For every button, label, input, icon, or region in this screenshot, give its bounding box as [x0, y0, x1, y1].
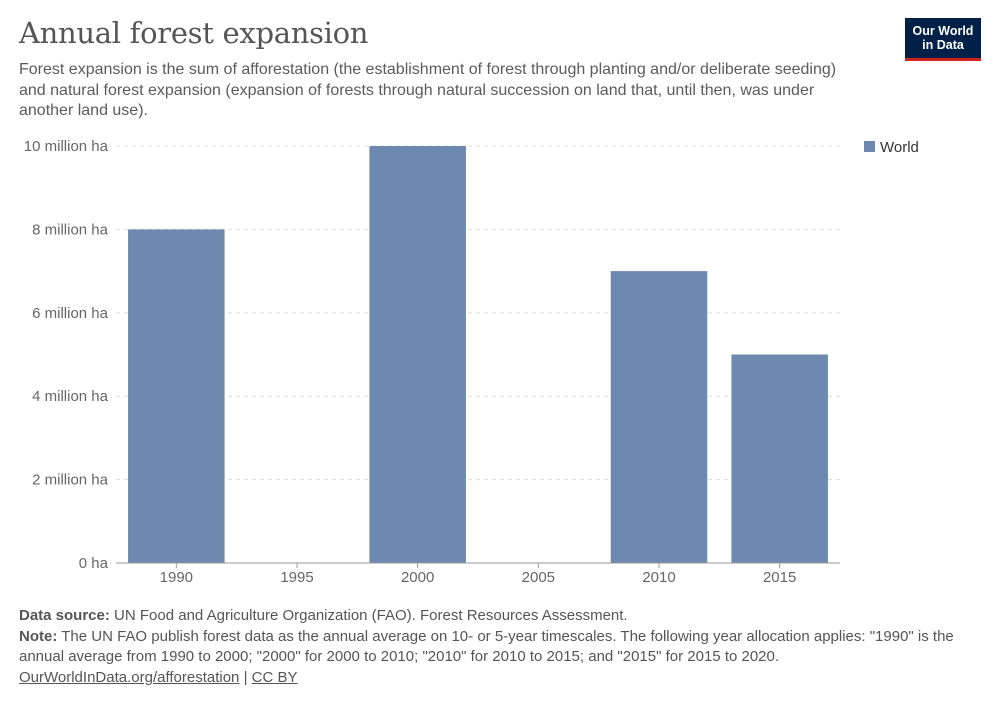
bar-2015[interactable] — [731, 354, 828, 564]
data-source: Data source: UN Food and Agriculture Org… — [19, 606, 979, 626]
y-tick-label: 0 ha — [79, 555, 109, 572]
chart-title: Annual forest expansion — [19, 16, 369, 50]
license-link[interactable]: CC BY — [251, 669, 298, 686]
bar-2010[interactable] — [610, 271, 708, 563]
footer-links: OurWorldInData.org/afforestation | CC BY — [19, 668, 979, 688]
source-text: UN Food and Agriculture Organization (FA… — [114, 607, 628, 624]
legend-swatch — [864, 141, 875, 152]
y-tick-label: 4 million ha — [32, 388, 109, 405]
bars — [128, 146, 828, 563]
y-tick-label: 8 million ha — [32, 221, 109, 238]
bar-chart: 0 ha 2 million ha 4 million ha 6 million ha… — [24, 138, 919, 586]
legend: World — [864, 139, 919, 156]
owid-logo[interactable]: Our World in Data — [905, 18, 981, 61]
x-tick-label: 1990 — [160, 569, 193, 586]
source-link[interactable]: OurWorldInData.org/afforestation — [19, 669, 240, 686]
logo-line-1: Our World — [912, 24, 974, 38]
y-tick-label: 10 million ha — [24, 138, 109, 155]
x-tick-label: 2005 — [522, 569, 555, 586]
footer: Data source: UN Food and Agriculture Org… — [19, 606, 979, 688]
y-tick-label: 6 million ha — [32, 305, 109, 322]
bar-2000[interactable] — [369, 146, 466, 563]
note-text: The UN FAO publish forest data as the an… — [19, 628, 954, 665]
x-tick-label: 2000 — [401, 569, 434, 586]
chart-subtitle: Forest expansion is the sum of afforesta… — [19, 61, 837, 119]
x-tick-label: 1995 — [280, 569, 313, 586]
x-axis: 1990 1995 2000 2005 2010 2015 — [116, 562, 840, 586]
logo-line-2: in Data — [922, 38, 964, 52]
source-label: Data source: — [19, 607, 110, 624]
note-label: Note: — [19, 628, 58, 645]
logo-accent-bar — [905, 58, 981, 61]
bar-1990[interactable] — [128, 229, 225, 563]
note: Note: The UN FAO publish forest data as … — [19, 627, 979, 667]
x-tick-label: 2015 — [763, 569, 796, 586]
y-axis-labels: 0 ha 2 million ha 4 million ha 6 million ha… — [24, 138, 109, 572]
legend-label[interactable]: World — [880, 139, 919, 156]
y-tick-label: 2 million ha — [32, 472, 109, 489]
grid-lines — [116, 145, 840, 481]
footer-separator: | — [243, 669, 248, 686]
x-tick-label: 2010 — [642, 569, 675, 586]
